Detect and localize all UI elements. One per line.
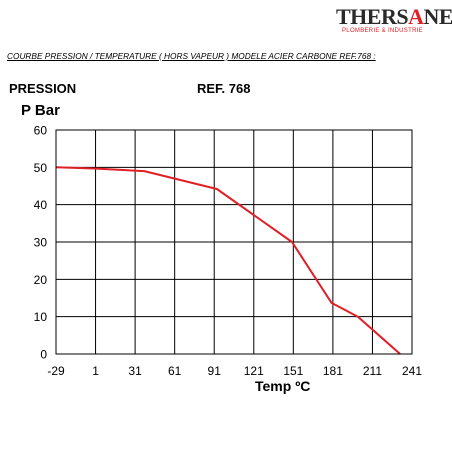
x-tick-label: 31 xyxy=(128,364,142,378)
logo-wordmark-text: THERSANE xyxy=(336,4,452,29)
reference-label: REF. 768 xyxy=(197,81,251,96)
tick-layer: -29 1 31 61 91 121 151 181 211 241 0 10 20 30 40 50 60 xyxy=(34,124,423,379)
frame-layer xyxy=(55,129,413,355)
x-tick-label: 211 xyxy=(363,364,382,378)
logo-wordmark: THERSANE xyxy=(336,6,452,28)
pression-label: PRESSION xyxy=(9,81,77,96)
y-tick-label: 50 xyxy=(34,161,48,175)
y-tick-label: 60 xyxy=(34,124,48,138)
grid-layer xyxy=(56,130,412,354)
y-tick-label: 20 xyxy=(34,273,48,287)
y-tick-label: 10 xyxy=(34,310,48,324)
y-tick-label: 40 xyxy=(34,198,48,212)
plot-frame xyxy=(55,129,413,355)
x-tick-label: 241 xyxy=(402,364,422,378)
x-tick-label: 91 xyxy=(208,364,222,378)
x-axis-title: Temp ºC xyxy=(255,378,311,394)
chart-heading: COURBE PRESSION / TEMPERATURE ( HORS VAP… xyxy=(7,51,376,61)
x-tick-label: 121 xyxy=(244,364,264,378)
x-tick-label: 181 xyxy=(323,364,343,378)
logo-tagline: PLOMBERIE & INDUSTRIE xyxy=(342,28,423,34)
y-tick-label: 30 xyxy=(34,236,48,250)
y-axis-title: P Bar xyxy=(21,102,60,119)
series-layer xyxy=(55,166,401,355)
y-tick-label: 0 xyxy=(40,348,47,362)
x-tick-label: 151 xyxy=(283,364,303,378)
pressure-series-line xyxy=(55,166,401,355)
thersane-logo: THERSANE PLOMBERIE & INDUSTRIE xyxy=(336,6,452,40)
x-tick-label: -29 xyxy=(47,364,65,378)
x-tick-label: 61 xyxy=(168,364,182,378)
x-tick-label: 1 xyxy=(92,364,99,378)
